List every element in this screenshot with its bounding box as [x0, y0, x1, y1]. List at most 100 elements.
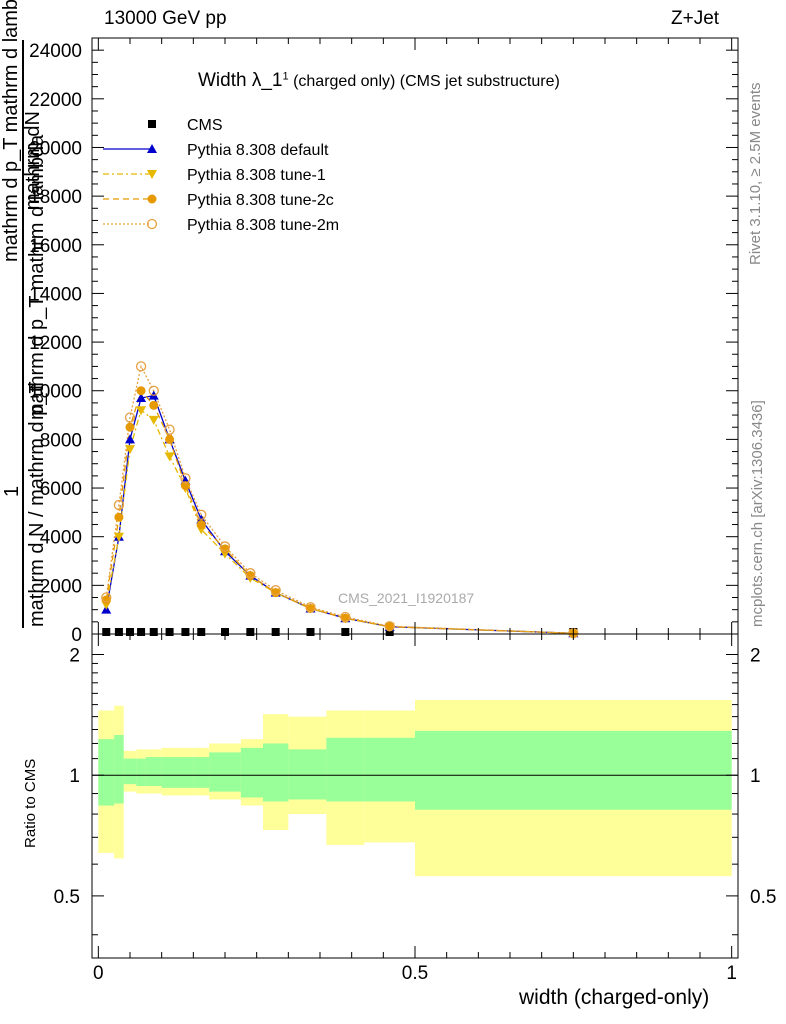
ratio-band-inner — [193, 757, 210, 788]
data-point — [149, 628, 158, 636]
data-point — [270, 585, 281, 596]
data-point — [384, 621, 395, 632]
data-point — [125, 445, 135, 455]
ratio-band-inner — [209, 752, 241, 792]
data-point — [135, 361, 147, 372]
main-ytick-label: 0 — [71, 625, 82, 646]
data-point — [245, 571, 255, 581]
xtick-label: 0 — [93, 963, 104, 984]
data-point — [196, 509, 207, 520]
data-point — [136, 393, 147, 403]
main-ytick-label: 16000 — [29, 236, 82, 257]
plot-title-superscript: 1 — [282, 70, 289, 83]
main-ytick-label: 2000 — [40, 576, 82, 597]
ratio-ytick-label: 1 — [69, 766, 80, 787]
ratio-ytick-label: 2 — [69, 646, 80, 667]
legend: CMS Pythia 8.308 default Pythia 8.308 tune… — [103, 117, 339, 234]
data-point — [271, 588, 281, 598]
data-point — [137, 628, 146, 636]
xtick-label: 1 — [726, 963, 737, 984]
data-point — [220, 544, 230, 554]
data-point — [125, 434, 135, 444]
ratio-band-inner — [123, 758, 137, 785]
ylabel-frac-denominator: mathrm d N / mathrm d p_T — [26, 381, 48, 627]
ylabel-frac-numerator: 1 — [1, 485, 23, 497]
main-ytick-label: 22000 — [29, 90, 82, 111]
data-point — [148, 385, 159, 396]
ratio-band-inner — [114, 734, 124, 804]
data-point — [180, 473, 191, 484]
ylabel-fraction-bar — [22, 40, 24, 628]
data-point — [114, 512, 124, 522]
data-point — [101, 592, 112, 603]
legend-marker — [147, 194, 157, 204]
ratio-band-inner — [98, 739, 115, 806]
main-ytick-label: 24000 — [29, 41, 82, 62]
main-ytick-label: 20000 — [29, 138, 82, 159]
data-point — [196, 520, 206, 530]
data-point — [164, 452, 175, 462]
ylabel-top-denominator: mathrm d p_T mathrm d lambda — [0, 0, 22, 262]
legend-marker — [147, 144, 157, 153]
data-point — [101, 595, 111, 605]
xtick-label: 0.5 — [402, 963, 428, 984]
axis-tick-labels: 0 2000 4000 6000 8000 10000 12000 14000 16000 180… — [29, 41, 776, 984]
data-point — [245, 568, 256, 579]
data-point — [219, 541, 231, 552]
ratio-band-inner — [326, 737, 365, 802]
ratio-band-inner — [288, 749, 327, 800]
legend-label: Pythia 8.308 tune-2m — [187, 217, 339, 234]
data-point — [271, 628, 280, 636]
ratio-band-inner — [415, 730, 732, 810]
data-point — [340, 611, 351, 623]
data-point — [165, 434, 175, 444]
data-point — [125, 422, 135, 432]
ratio-band-inner — [145, 757, 162, 786]
ratio-band-inner — [177, 757, 194, 788]
plot-title: Width λ_11 (charged only) (CMS jet subst… — [198, 70, 560, 92]
ylabel-second-denominator: mathrm d p_T mathrm d lambda — [26, 134, 48, 420]
data-point — [148, 415, 159, 425]
data-point — [102, 628, 111, 636]
ratio-ylabel: Ratio to CMS — [22, 758, 39, 848]
main-ytick-label: 4000 — [40, 528, 82, 549]
ratio-band-inner — [364, 737, 415, 802]
ratio-ytick-label: 0.5 — [54, 887, 80, 908]
data-point — [305, 602, 316, 613]
legend-label: Pythia 8.308 tune-1 — [187, 167, 326, 184]
data-point — [165, 628, 174, 636]
series-line-4 — [105, 364, 574, 634]
ratio-uncertainty-bands — [98, 700, 732, 877]
data-point — [197, 628, 206, 636]
data-point — [149, 400, 159, 410]
data-point — [180, 481, 190, 491]
data-point — [136, 406, 147, 416]
main-ytick-label: 12000 — [29, 333, 82, 354]
data-point — [124, 412, 136, 423]
legend-label: CMS — [187, 117, 223, 134]
plot-title-subtitle: (charged only) (CMS jet substructure) — [293, 73, 560, 90]
data-point — [385, 628, 394, 636]
ratio-band-inner — [161, 757, 178, 788]
main-ytick-label: 18000 — [29, 187, 82, 208]
data-point — [181, 628, 190, 636]
energy-label: 13000 GeV pp — [104, 8, 227, 29]
ratio-ytick-label-right: 0.5 — [750, 887, 776, 908]
main-ytick-label: 6000 — [40, 479, 82, 500]
main-ytick-label: 8000 — [40, 430, 82, 451]
ratio-band-inner — [240, 747, 263, 798]
rivet-label: Rivet 3.1.10, ≥ 2.5M events — [747, 82, 764, 266]
axis-ticks — [92, 38, 738, 958]
mcplots-label: mcplots.cern.ch [arXiv:1306.3436] — [749, 400, 766, 627]
ratio-ytick-label-right: 1 — [750, 766, 761, 787]
data-point — [164, 424, 175, 435]
legend-marker — [146, 218, 158, 230]
analysis-watermark: CMS_2021_I1920187 — [338, 590, 475, 606]
ratio-ytick-label-right: 2 — [750, 646, 761, 667]
data-point — [113, 499, 125, 511]
legend-marker — [147, 170, 157, 179]
data-point — [136, 386, 146, 396]
main-ytick-label: 10000 — [29, 382, 82, 403]
data-point — [113, 532, 124, 542]
